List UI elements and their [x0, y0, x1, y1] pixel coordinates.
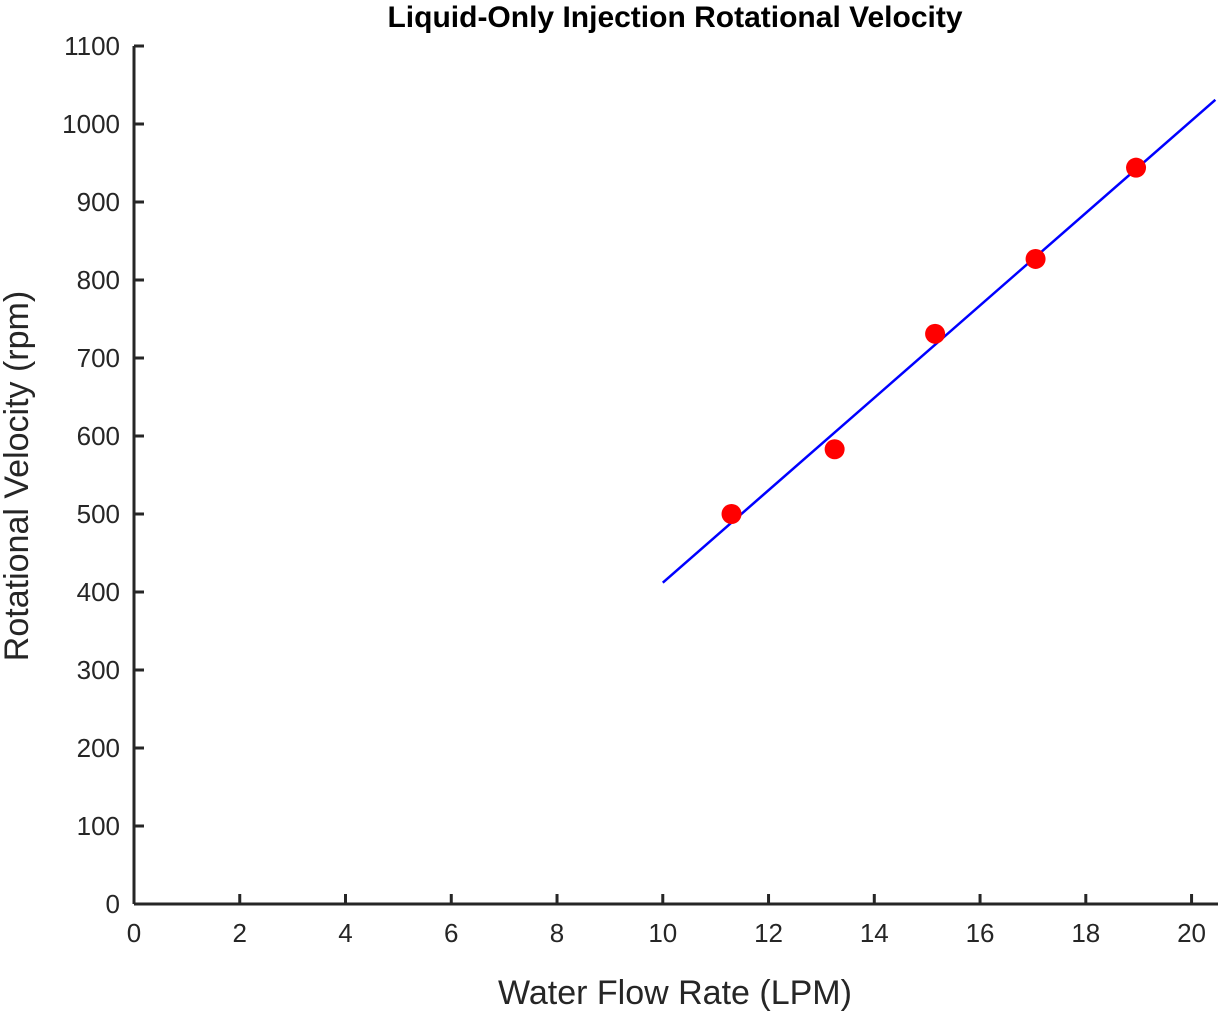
x-tick-label: 12 [754, 918, 783, 948]
y-tick-label: 900 [77, 187, 120, 217]
y-tick-label: 700 [77, 343, 120, 373]
x-tick-label: 16 [966, 918, 995, 948]
x-tick-label: 10 [648, 918, 677, 948]
y-tick-label: 300 [77, 655, 120, 685]
y-tick-label: 600 [77, 421, 120, 451]
y-tick-label: 800 [77, 265, 120, 295]
y-axis-label: Rotational Velocity (rpm) [0, 291, 36, 661]
x-axis-label: Water Flow Rate (LPM) [498, 974, 852, 1012]
x-tick-label: 4 [338, 918, 352, 948]
y-tick-label: 1100 [64, 31, 120, 61]
x-tick-label: 20 [1177, 918, 1206, 948]
x-tick-label: 8 [550, 918, 564, 948]
y-tick-label: 100 [77, 811, 120, 841]
y-tick-label: 0 [106, 889, 120, 919]
data-point [721, 504, 742, 524]
data-point [1025, 248, 1046, 269]
plot-area: 0 2 4 6 8 10 12 14 16 18 2001002003004005006007008… [62, 31, 1218, 948]
chart-title: Liquid-Only Injection Rotational Velocit… [387, 1, 962, 34]
y-tick-label: 200 [77, 733, 120, 763]
x-tick-label: 14 [860, 918, 889, 948]
x-tick-label: 18 [1071, 918, 1100, 948]
y-tick-label: 500 [77, 499, 120, 529]
data-point [925, 323, 946, 344]
x-tick-label: 0 [127, 918, 141, 948]
data-point [1126, 157, 1147, 178]
x-tick-label: 2 [233, 918, 247, 948]
y-tick-label: 400 [77, 577, 120, 607]
data-point [824, 439, 845, 460]
y-tick-label: 1000 [62, 109, 120, 139]
x-tick-label: 6 [444, 918, 458, 948]
